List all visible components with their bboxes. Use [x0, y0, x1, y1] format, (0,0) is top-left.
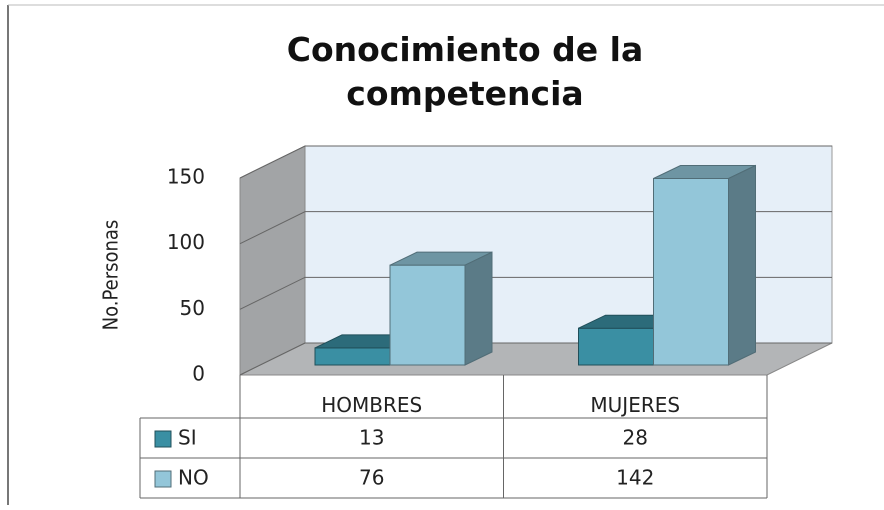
legend-label: NO: [178, 466, 209, 490]
legend-key: [154, 430, 172, 448]
x-tick-label: HOMBRES: [321, 393, 422, 417]
y-tick-label: 50: [180, 296, 205, 320]
bar-face: [728, 164, 756, 366]
y-tick-label: 150: [167, 165, 205, 189]
bar-face: [464, 251, 493, 366]
legend-label: SI: [178, 426, 197, 450]
x-tick-label: MUJERES: [590, 393, 680, 417]
bar-face: [314, 347, 391, 366]
bar: [653, 164, 756, 366]
chart-title: Conocimiento de la competencia: [286, 30, 644, 113]
table-value: 28: [623, 426, 648, 450]
bar: [389, 251, 493, 366]
bar-face: [653, 178, 729, 366]
grid-line: [239, 145, 832, 179]
y-tick-label: 100: [167, 230, 205, 254]
side-wall: [239, 145, 306, 376]
table-value: 76: [359, 466, 384, 490]
y-axis-label: No.Personas: [99, 220, 123, 331]
bar-face: [578, 327, 654, 366]
y-tick-label: 0: [192, 362, 205, 386]
legend-key: [154, 470, 172, 488]
table-value: 13: [359, 426, 384, 450]
bar-face: [389, 264, 466, 366]
table-value: 142: [616, 466, 654, 490]
